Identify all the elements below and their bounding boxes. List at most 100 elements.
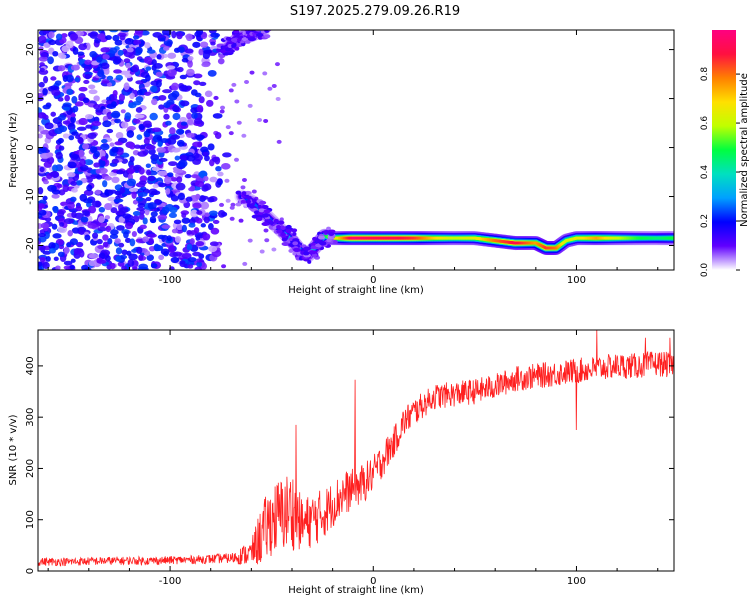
noise-blob — [249, 70, 255, 75]
noise-blob — [78, 117, 88, 126]
noise-blob — [124, 222, 134, 230]
colorbar-tick-label-1: 0.2 — [700, 214, 710, 228]
noise-blob — [212, 113, 223, 119]
noise-blob — [71, 188, 78, 193]
signal-halo — [260, 23, 266, 27]
noise-blob — [119, 186, 126, 194]
noise-blob — [224, 178, 230, 183]
noise-blob — [104, 215, 111, 220]
noise-blob — [166, 65, 176, 70]
signal-halo — [231, 43, 237, 48]
noise-blob — [207, 196, 215, 203]
signal-halo — [258, 25, 265, 29]
noise-blob — [127, 168, 135, 174]
noise-blob — [165, 120, 172, 126]
noise-blob — [210, 32, 221, 38]
noise-blob — [155, 79, 162, 88]
noise-blob — [97, 69, 105, 78]
noise-blob — [43, 75, 49, 84]
noise-blob — [72, 46, 79, 55]
noise-blob — [179, 116, 187, 123]
noise-blob — [85, 176, 93, 183]
signal-halo — [281, 241, 290, 246]
noise-blob — [98, 252, 106, 260]
noise-blob — [146, 49, 156, 54]
noise-blob — [251, 189, 257, 194]
noise-blob — [79, 193, 88, 202]
noise-blob — [63, 260, 73, 266]
noise-blob — [137, 89, 143, 96]
noise-blob — [117, 261, 125, 267]
signal-halo — [241, 191, 247, 196]
signal-halo — [255, 217, 263, 222]
noise-blob — [154, 198, 161, 204]
noise-blob — [66, 242, 72, 248]
noise-blob — [52, 50, 59, 57]
noise-blob — [196, 234, 205, 239]
noise-blob — [62, 120, 71, 125]
noise-blob — [71, 154, 80, 160]
noise-blob — [264, 238, 270, 243]
noise-blob — [109, 262, 116, 270]
noise-blob — [105, 225, 112, 233]
noise-blob — [70, 64, 80, 71]
noise-blob — [276, 139, 282, 144]
noise-blob — [213, 95, 219, 101]
noise-blob — [198, 48, 204, 56]
noise-blob — [214, 156, 221, 165]
signal-halo — [326, 226, 331, 231]
noise-blob — [137, 192, 148, 197]
noise-blob — [40, 157, 51, 163]
noise-blob — [111, 176, 120, 184]
noise-blob — [70, 116, 76, 124]
noise-blob — [67, 230, 73, 237]
noise-blob — [42, 261, 50, 270]
noise-blob — [112, 89, 118, 97]
noise-blob — [262, 71, 268, 76]
noise-blob — [88, 253, 99, 259]
noise-blob — [199, 41, 209, 48]
snr-x-tick-label-1: 0 — [370, 576, 376, 587]
noise-blob — [148, 245, 156, 252]
signal-halo — [303, 251, 310, 256]
noise-blob — [142, 120, 152, 128]
noise-blob — [187, 118, 194, 125]
noise-blob — [236, 120, 242, 125]
noise-blob — [170, 134, 181, 140]
noise-blob — [110, 207, 118, 214]
noise-blob — [149, 85, 158, 93]
noise-blob — [189, 185, 196, 191]
noise-blob — [121, 249, 128, 256]
noise-blob — [106, 103, 117, 109]
signal-halo — [260, 25, 267, 29]
noise-blob — [208, 245, 218, 253]
colorbar-gradient — [712, 30, 736, 270]
noise-blob — [52, 164, 58, 173]
noise-blob — [186, 68, 195, 77]
noise-blob — [100, 143, 110, 151]
noise-blob — [107, 238, 113, 245]
signal-halo — [246, 195, 252, 200]
noise-blob — [208, 210, 218, 216]
noise-blob — [147, 233, 157, 238]
noise-blob — [158, 254, 165, 261]
noise-blob — [174, 235, 182, 243]
noise-blob — [144, 91, 152, 96]
noise-blob — [51, 193, 60, 199]
noise-blob — [156, 136, 162, 141]
noise-blob — [174, 155, 181, 161]
noise-blob — [97, 33, 106, 40]
noise-blob — [192, 202, 202, 209]
noise-blob — [42, 30, 50, 34]
noise-blob — [87, 132, 97, 139]
noise-blob — [171, 30, 177, 39]
noise-blob — [57, 251, 65, 257]
signal-halo — [227, 43, 233, 48]
noise-blob — [122, 213, 132, 219]
noise-blob — [192, 41, 201, 48]
noise-blob — [87, 222, 98, 229]
spec-y-tick-label-2: 0 — [25, 144, 36, 150]
noise-blob — [135, 80, 144, 85]
signal-halo — [293, 247, 301, 252]
